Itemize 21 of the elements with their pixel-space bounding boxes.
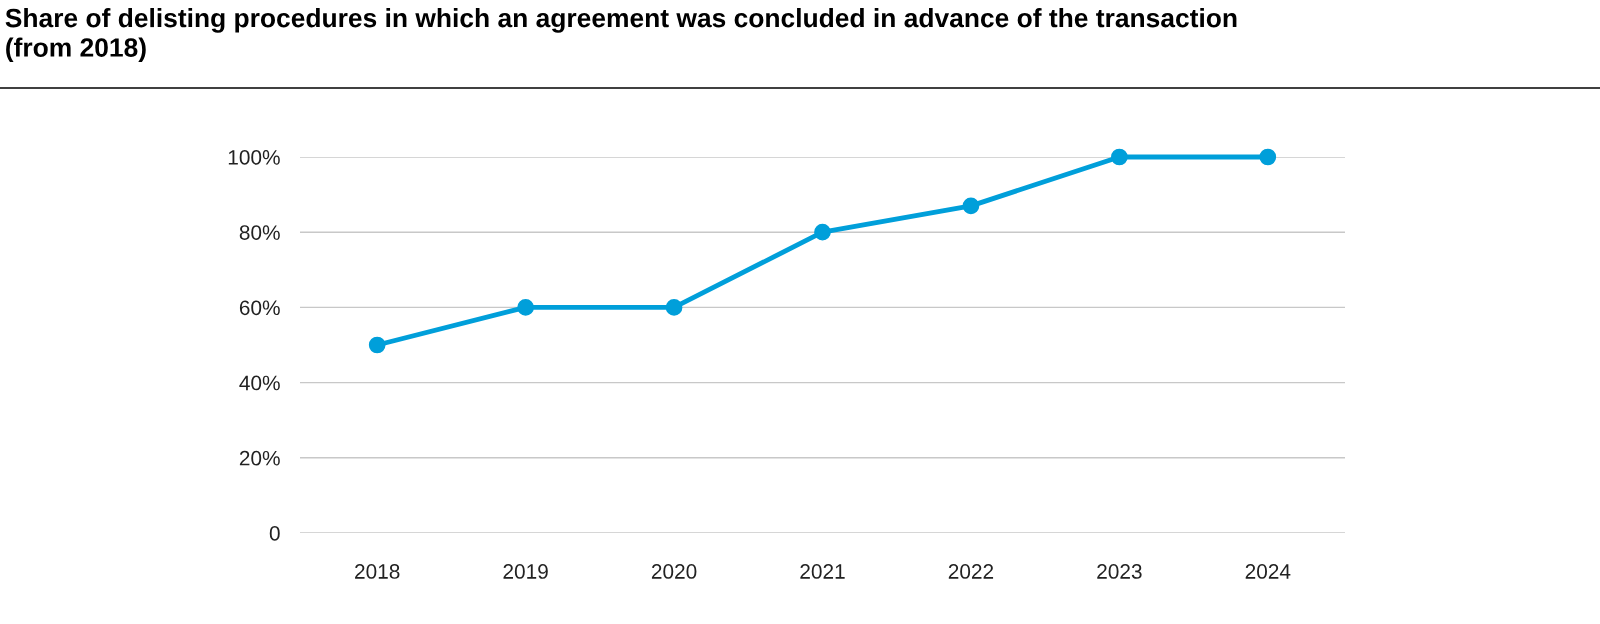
chart-title: Share of delisting procedures in which an agreement was concluded in advance of the transaction (from 2018) — [5, 8, 1237, 63]
y-tick-label: 0 — [269, 526, 280, 541]
point — [814, 223, 831, 241]
y-tick-label: 40% — [239, 375, 280, 391]
x-tick-label: 2019 — [503, 564, 548, 579]
point — [665, 299, 683, 316]
y-tick-label: 20% — [239, 450, 280, 466]
y-tick-label: 60% — [239, 300, 280, 316]
x-tick-label: 2021 — [800, 564, 845, 579]
x-tick-label: 2020 — [651, 564, 697, 579]
y-tick-label: 80% — [239, 225, 280, 240]
y-tick-label: 100% — [228, 150, 280, 165]
point — [962, 197, 980, 215]
point — [1259, 148, 1277, 166]
x-tick-label: 2018 — [355, 564, 400, 579]
point — [1111, 148, 1128, 166]
x-tick-label: 2024 — [1245, 564, 1291, 579]
point — [368, 336, 386, 354]
x-tick-label: 2023 — [1097, 564, 1142, 579]
point — [517, 299, 534, 316]
x-tick-label: 2022 — [948, 564, 994, 579]
